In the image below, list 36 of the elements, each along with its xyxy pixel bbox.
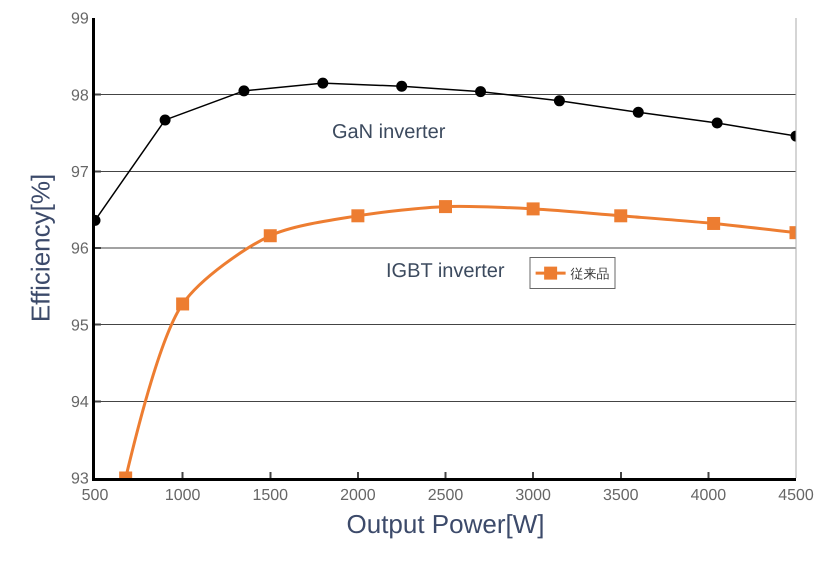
x-tick-label: 1000 (164, 487, 201, 504)
x-tick-label: 1500 (252, 487, 288, 504)
y-axis-title: Efficiency[%] (25, 174, 56, 322)
point (554, 95, 565, 106)
y-tick-label: 94 (71, 394, 89, 411)
annotation: GaN inverter (332, 121, 446, 143)
x-tick-label: 3000 (515, 487, 552, 504)
y-tick-label: 97 (71, 164, 89, 181)
point (160, 114, 171, 126)
x-tick-label: 4500 (778, 487, 814, 504)
point (238, 85, 250, 96)
point (712, 118, 723, 129)
y-tick-label: 93 (71, 470, 89, 488)
x-tick-label: 4000 (690, 487, 726, 504)
x-tick-label: 2000 (340, 487, 376, 504)
x-tick-label: 500 (82, 487, 108, 504)
point (176, 297, 190, 310)
legend-label: 従来品 (570, 266, 610, 282)
x-tick-label: 2500 (428, 487, 464, 504)
point (632, 106, 644, 118)
y-tick-label: 99 (71, 10, 89, 28)
point (351, 209, 364, 222)
x-axis-title: Output Power[W] (346, 508, 544, 539)
annotation: IGBT inverter (386, 260, 505, 282)
point (707, 216, 720, 230)
point (439, 200, 452, 214)
y-tick-label: 95 (71, 317, 89, 334)
point (264, 229, 277, 242)
point (475, 86, 486, 98)
point (526, 202, 540, 216)
y-tick-label: 96 (71, 240, 89, 258)
point (317, 78, 328, 89)
x-tick-label: 3500 (602, 487, 639, 504)
y-tick-label: 98 (71, 87, 89, 104)
point (396, 80, 408, 92)
point (614, 209, 628, 222)
